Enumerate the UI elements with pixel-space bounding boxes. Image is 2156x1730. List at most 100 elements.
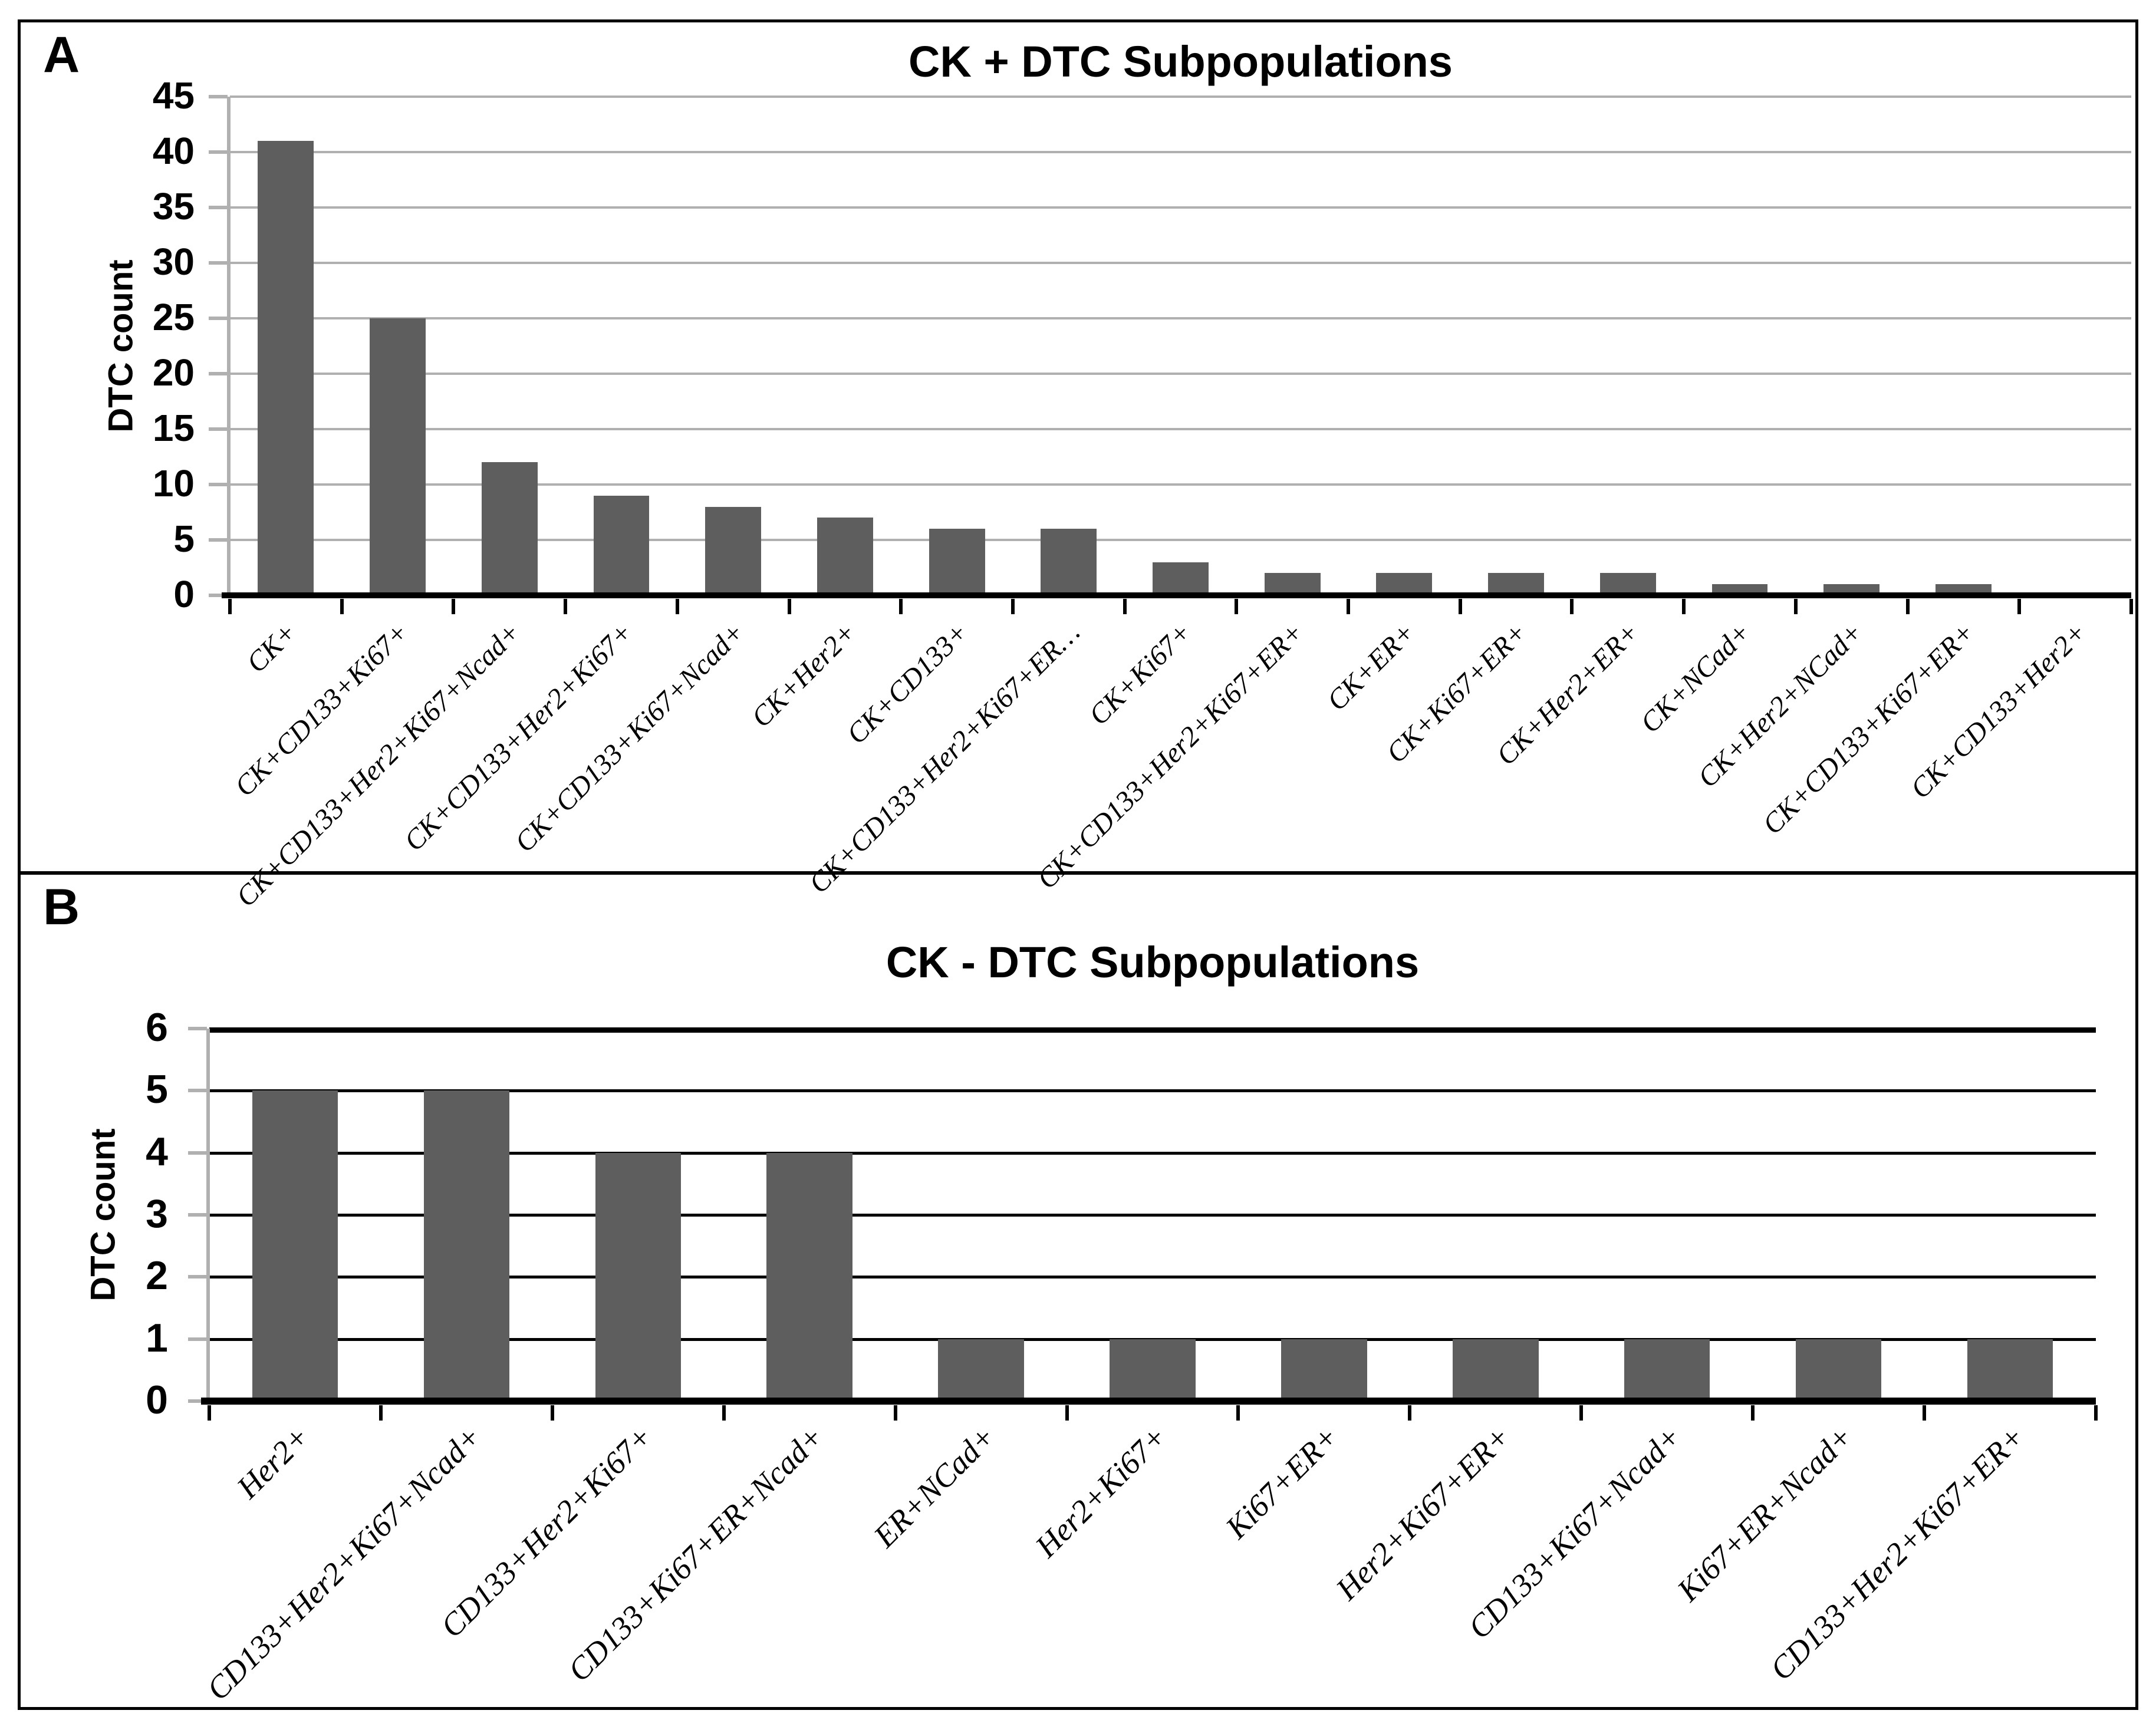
panel-a-title: CK + DTC Subpopulations xyxy=(909,37,1453,86)
x-axis-tick xyxy=(550,1405,554,1421)
bar-Her2+Ki67+ER+ xyxy=(1453,1339,1539,1401)
gridline-y-4 xyxy=(209,1151,2096,1155)
bar-CD133+Her2+Ki67+Ncad+ xyxy=(423,1090,510,1401)
panel-b-letter: B xyxy=(43,879,80,935)
x-axis-tick xyxy=(1793,599,1798,614)
y-tick-label: 10 xyxy=(152,462,195,505)
x-axis-tick xyxy=(228,599,232,614)
y-axis-tick xyxy=(209,594,228,597)
x-axis-tick xyxy=(1065,1405,1069,1421)
y-axis-tick xyxy=(188,1089,207,1093)
y-tick-label: 35 xyxy=(152,185,195,228)
gridline-y-2 xyxy=(209,1276,2096,1279)
y-axis-tick xyxy=(209,150,228,154)
x-category-label: CK+Ki67+ xyxy=(1083,616,1198,731)
x-axis-tick xyxy=(722,1405,726,1421)
x-category-label: CK+ER+ xyxy=(1321,616,1422,717)
y-tick-label: 30 xyxy=(152,240,195,283)
gridline-y-40 xyxy=(230,151,2131,153)
gridline-y-10 xyxy=(230,483,2131,486)
bar-CK+CD133+ xyxy=(929,529,985,595)
bar-Ki67+ER+ xyxy=(1281,1339,1367,1401)
panel-a-letter: A xyxy=(43,27,80,83)
x-axis-tick xyxy=(2129,599,2133,614)
y-axis-tick xyxy=(188,1151,207,1155)
x-axis-tick xyxy=(1123,599,1127,614)
x-axis-tick xyxy=(1682,599,1686,614)
gridline-y-35 xyxy=(230,206,2131,209)
gridline-y-5 xyxy=(230,539,2131,541)
bar-CK+CD133+Ki67+ xyxy=(370,318,426,595)
bar-CD133+Ki67+ER+Ncad+ xyxy=(766,1152,852,1401)
bar-CK+CD133+Her2+Ki67+ER… xyxy=(1041,529,1097,595)
panel-b-plot-area: 6 5 4 3 2 1 0 xyxy=(146,1007,2098,1421)
y-tick-label: 15 xyxy=(152,407,195,449)
y-tick-label: 5 xyxy=(146,1067,168,1112)
x-category-label: Her2+ xyxy=(230,1418,317,1505)
x-category-label: Ki67+ER+Ncad+ xyxy=(1670,1418,1860,1609)
gridline-y-20 xyxy=(230,373,2131,375)
x-axis-tick xyxy=(452,599,456,614)
bar-CK+ xyxy=(258,141,314,595)
y-axis-tick xyxy=(188,1027,207,1030)
x-category-label: CK+CD133+Her2+Ki67+ xyxy=(398,616,639,858)
bar-CK+CD133+Ki67+Ncad+ xyxy=(705,506,762,595)
y-tick-label: 0 xyxy=(146,1378,168,1422)
x-category-label: CK+NCad+ xyxy=(1634,616,1757,739)
y-axis-tick xyxy=(209,538,228,542)
panel-b-y-axis-line xyxy=(206,1029,210,1404)
x-axis-tick xyxy=(1570,599,1574,614)
x-axis-tick xyxy=(899,599,903,614)
gridline-y-5 xyxy=(209,1089,2096,1093)
x-axis-tick xyxy=(1923,1405,1927,1421)
gridline-y-30 xyxy=(230,262,2131,264)
gridline-y-25 xyxy=(230,317,2131,319)
x-axis-tick xyxy=(1905,599,1910,614)
x-axis-tick xyxy=(1235,599,1239,614)
x-axis-tick xyxy=(564,599,568,614)
y-axis-tick xyxy=(209,95,228,98)
x-category-label: ER+NCad+ xyxy=(867,1418,1003,1554)
panel-a-plot-area: 45 40 35 30 25 20 15 10 5 0 xyxy=(153,77,2133,614)
y-tick-label: 0 xyxy=(173,573,195,615)
x-category-label: CK+CD133+Ki67+ER+ xyxy=(1756,616,1981,841)
x-category-label: Ki67+ER+ xyxy=(1219,1418,1346,1546)
panel-a-x-axis-line xyxy=(222,592,2131,598)
y-axis-tick xyxy=(188,1275,207,1279)
panel-b-title: CK - DTC Subpopulations xyxy=(886,938,1420,987)
panel-a: A CK + DTC Subpopulations DTC count 45 40… xyxy=(21,22,2135,913)
bar-CK+Ki67+ xyxy=(1153,562,1209,595)
bar-CD133+Her2+Ki67+ER+ xyxy=(1967,1339,2053,1401)
y-tick-label: 20 xyxy=(152,351,195,394)
bar-CK+CD133+Her2+Ki67+Ncad+ xyxy=(481,462,538,595)
y-tick-label: 40 xyxy=(152,130,195,172)
y-axis-tick xyxy=(209,206,228,209)
bar-Her2+ xyxy=(252,1090,338,1401)
x-category-label: CD133+Her2+Ki67+Ncad+ xyxy=(199,1418,488,1708)
x-axis-tick xyxy=(2094,1405,2098,1421)
y-axis-tick xyxy=(209,372,228,375)
x-axis-tick xyxy=(1751,1405,1755,1421)
y-tick-label: 2 xyxy=(146,1253,168,1299)
y-tick-label: 6 xyxy=(146,1005,168,1050)
bar-CK+Her2+ER+ xyxy=(1599,573,1656,595)
x-axis-tick xyxy=(1347,599,1351,614)
y-tick-label: 5 xyxy=(173,518,195,560)
x-category-label: Her2+Ki67+ xyxy=(1028,1418,1174,1564)
bar-CK+ER+ xyxy=(1376,573,1433,595)
y-axis-tick xyxy=(188,1399,207,1403)
x-axis-tick xyxy=(378,1405,383,1421)
x-axis-tick xyxy=(787,599,791,614)
gridline-y-3 xyxy=(209,1214,2096,1217)
x-category-label: CK+ xyxy=(241,616,304,679)
y-tick-label: 45 xyxy=(152,74,195,117)
y-axis-tick xyxy=(209,317,228,320)
figure-frame: A CK + DTC Subpopulations DTC count 45 40… xyxy=(18,19,2138,1710)
x-axis-tick xyxy=(208,1405,211,1421)
bar-CK+CD133+Her2+Ki67+ER+ xyxy=(1264,573,1321,595)
x-axis-tick xyxy=(893,1405,897,1421)
x-axis-tick xyxy=(1408,1405,1412,1421)
x-axis-tick xyxy=(1579,1405,1584,1421)
bar-CD133+Her2+Ki67+ xyxy=(595,1152,681,1401)
